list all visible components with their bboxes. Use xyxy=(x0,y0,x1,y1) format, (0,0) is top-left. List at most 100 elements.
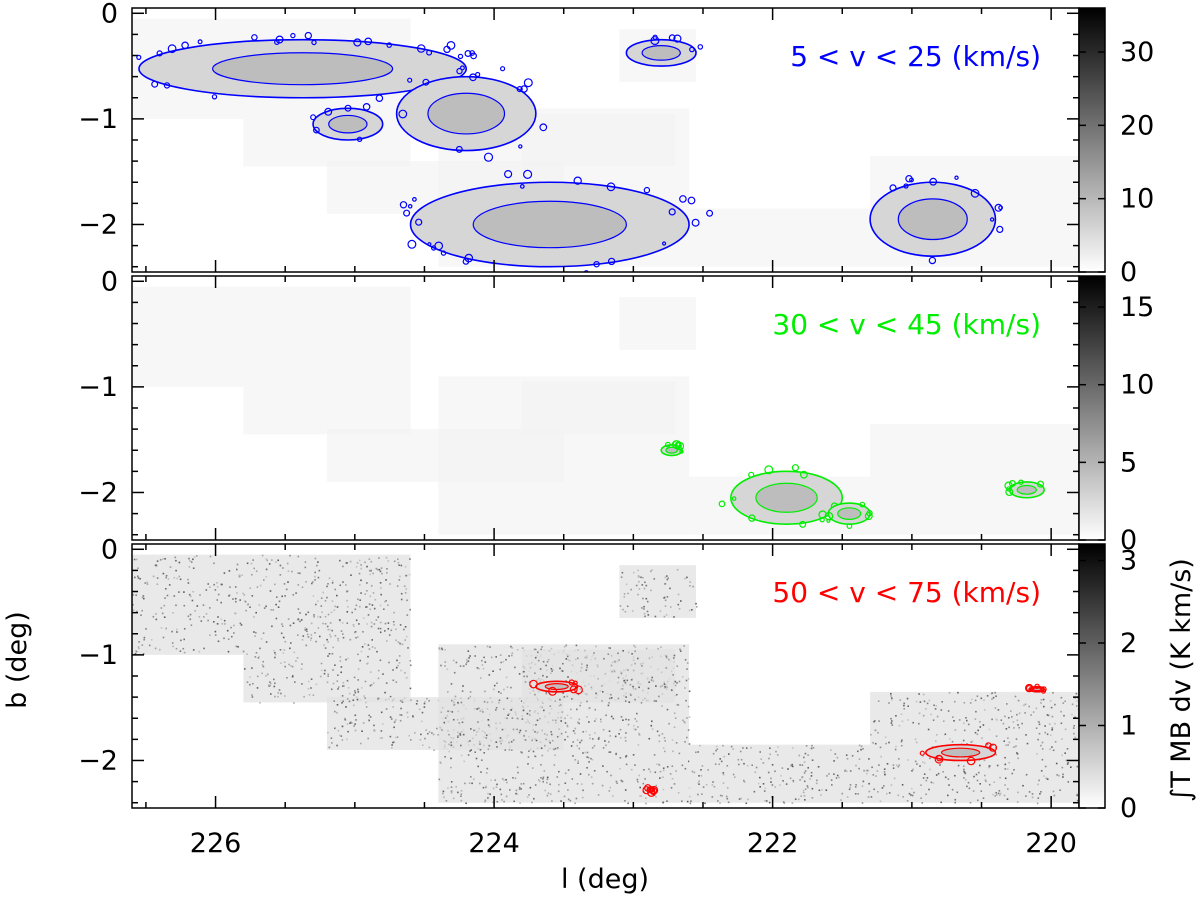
noise-pixel xyxy=(304,561,307,563)
noise-pixel xyxy=(392,741,394,744)
noise-pixel xyxy=(144,582,147,584)
noise-pixel xyxy=(669,587,671,590)
noise-pixel xyxy=(390,718,393,720)
noise-pixel xyxy=(274,656,276,659)
noise-pixel xyxy=(727,801,730,804)
noise-pixel xyxy=(550,731,552,733)
noise-pixel xyxy=(1008,741,1011,744)
noise-pixel xyxy=(1016,801,1019,803)
noise-pixel xyxy=(190,624,193,626)
noise-pixel xyxy=(668,658,670,661)
noise-pixel xyxy=(982,797,985,799)
noise-pixel xyxy=(690,800,692,802)
contour-fragment xyxy=(251,34,258,41)
noise-pixel xyxy=(1067,781,1070,783)
noise-pixel xyxy=(230,626,232,629)
noise-pixel xyxy=(564,722,567,724)
noise-pixel xyxy=(1023,704,1025,707)
noise-pixel xyxy=(301,663,303,665)
contour-fragment xyxy=(163,82,171,89)
contour-fragment xyxy=(650,36,660,46)
noise-pixel xyxy=(501,799,503,801)
noise-pixel xyxy=(187,578,189,581)
noise-pixel xyxy=(915,700,918,703)
noise-pixel xyxy=(460,795,462,797)
noise-pixel xyxy=(598,736,600,739)
noise-pixel xyxy=(473,729,475,732)
noise-pixel xyxy=(457,701,459,704)
noise-pixel xyxy=(307,636,310,638)
noise-pixel xyxy=(339,559,341,562)
noise-pixel xyxy=(1042,698,1045,701)
noise-pixel xyxy=(495,741,498,743)
noise-pixel xyxy=(1024,703,1027,706)
noise-pixel xyxy=(684,722,686,724)
noise-pixel xyxy=(632,685,634,688)
noise-pixel xyxy=(994,746,997,749)
noise-pixel xyxy=(323,644,325,646)
noise-pixel xyxy=(771,764,774,766)
coverage-tile xyxy=(619,297,697,350)
noise-pixel xyxy=(473,778,475,781)
noise-pixel xyxy=(287,618,290,620)
noise-pixel xyxy=(373,623,376,625)
noise-pixel xyxy=(906,800,909,802)
noise-pixel xyxy=(686,576,688,579)
noise-pixel xyxy=(799,779,801,781)
noise-pixel xyxy=(1060,696,1063,699)
noise-pixel xyxy=(637,726,639,728)
noise-pixel xyxy=(900,713,903,715)
noise-pixel xyxy=(606,770,608,773)
contour-fragment xyxy=(136,54,142,61)
noise-pixel xyxy=(346,698,349,700)
velocity-annotation: 50 < v < 75 (km/s) xyxy=(772,576,1041,609)
noise-pixel xyxy=(637,593,639,596)
noise-pixel xyxy=(922,693,925,696)
noise-pixel xyxy=(572,755,574,757)
noise-pixel xyxy=(251,573,253,576)
noise-pixel xyxy=(798,754,801,757)
noise-pixel xyxy=(479,743,481,745)
noise-pixel xyxy=(355,604,358,607)
noise-pixel xyxy=(624,736,627,739)
noise-pixel xyxy=(575,644,578,647)
noise-pixel xyxy=(1025,734,1027,736)
noise-pixel xyxy=(528,794,530,796)
noise-pixel xyxy=(227,638,230,640)
noise-pixel xyxy=(849,770,852,772)
noise-pixel xyxy=(898,758,900,760)
noise-pixel xyxy=(658,740,661,743)
noise-pixel xyxy=(542,660,545,663)
noise-pixel xyxy=(291,665,294,668)
noise-pixel xyxy=(595,692,597,695)
noise-pixel xyxy=(330,737,333,739)
noise-pixel xyxy=(506,697,509,700)
x-tick-label: 226 xyxy=(190,828,242,859)
noise-pixel xyxy=(530,685,532,687)
noise-pixel xyxy=(405,635,408,638)
noise-pixel xyxy=(783,802,786,804)
noise-pixel xyxy=(974,699,977,702)
noise-pixel xyxy=(345,658,347,661)
noise-pixel xyxy=(189,618,192,621)
contour-fragment xyxy=(691,218,700,227)
noise-pixel xyxy=(641,607,643,609)
noise-pixel xyxy=(838,776,840,779)
noise-pixel xyxy=(581,663,583,665)
noise-pixel xyxy=(974,718,977,720)
noise-pixel xyxy=(223,619,226,622)
noise-pixel xyxy=(484,661,487,663)
noise-pixel xyxy=(498,701,500,704)
noise-pixel xyxy=(310,622,313,625)
noise-pixel xyxy=(253,616,255,618)
noise-pixel xyxy=(369,684,372,687)
contour-fragment xyxy=(440,250,447,256)
noise-pixel xyxy=(442,792,444,795)
noise-pixel xyxy=(320,597,323,599)
noise-pixel xyxy=(499,737,502,739)
noise-pixel xyxy=(578,718,581,721)
noise-pixel xyxy=(1006,798,1009,800)
noise-pixel xyxy=(764,800,766,802)
noise-pixel xyxy=(600,720,602,723)
noise-pixel xyxy=(450,786,453,788)
